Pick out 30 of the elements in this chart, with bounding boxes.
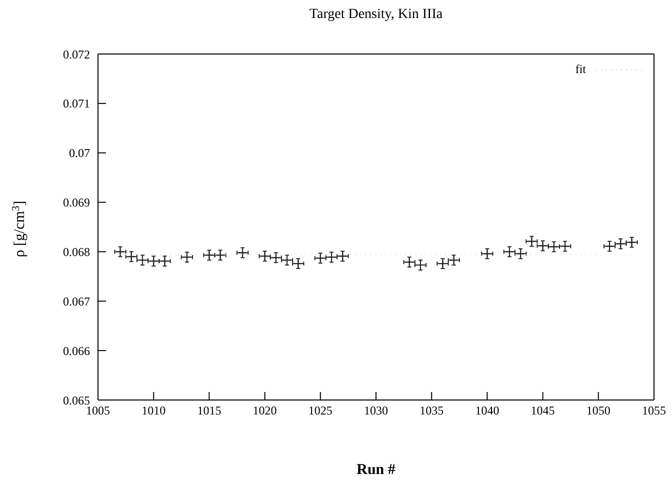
point <box>238 248 248 258</box>
point <box>182 252 192 262</box>
point <box>527 236 536 246</box>
y-tick-label: 0.067 <box>63 294 90 308</box>
y-tick-label: 0.066 <box>63 344 90 358</box>
x-tick-label: 1030 <box>364 404 388 418</box>
point <box>294 259 303 268</box>
y-tick-label: 0.071 <box>63 96 90 111</box>
chart-title: Target Density, Kin IIIa <box>309 7 444 22</box>
point <box>126 252 136 262</box>
point <box>482 249 492 258</box>
point <box>438 259 448 268</box>
y-tick-label: 0.072 <box>63 47 90 62</box>
x-tick-label: 1015 <box>197 404 222 418</box>
x-tick-label: 1035 <box>420 404 444 418</box>
y-tick-label: 0.07 <box>69 146 90 160</box>
x-tick-label: 1020 <box>252 404 277 418</box>
x-tick-label: 1040 <box>475 404 500 418</box>
y-tick-label: 0.068 <box>63 244 90 259</box>
point <box>449 256 458 265</box>
x-tick-label: 1050 <box>586 404 610 418</box>
y-tick-label: 0.069 <box>63 196 90 210</box>
x-tick-label: 1055 <box>642 404 666 418</box>
point <box>116 247 125 256</box>
legend-label: fit <box>575 62 586 77</box>
x-tick-label: 1045 <box>530 404 555 418</box>
legend: fit <box>575 62 644 77</box>
x-axis-title: Run # <box>356 462 396 478</box>
x-tick-label: 1025 <box>308 404 332 418</box>
x-tick-label: 1010 <box>142 404 166 418</box>
